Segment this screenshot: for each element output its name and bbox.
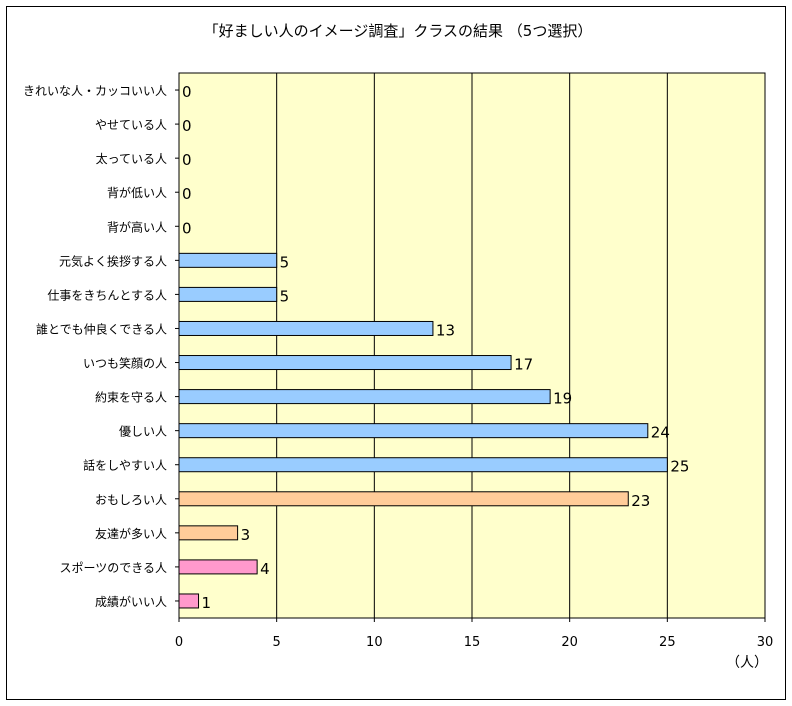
category-label: 成績がいい人	[95, 594, 167, 609]
data-label: 23	[631, 492, 650, 510]
x-tick-label: 15	[464, 635, 481, 650]
category-label: おもしろい人	[95, 493, 167, 507]
bar	[178, 423, 649, 439]
data-label: 25	[670, 458, 689, 476]
x-tick-label: 25	[659, 635, 676, 650]
category-label: スポーツのできる人	[59, 561, 167, 575]
data-label: 5	[280, 287, 290, 305]
x-tick-label: 30	[757, 635, 774, 650]
data-label: 5	[280, 253, 290, 271]
data-label: 3	[241, 526, 251, 544]
bar	[178, 320, 434, 336]
category-label: 約束を守る人	[95, 390, 167, 405]
category-label: 背が低い人	[107, 185, 167, 200]
bar	[178, 389, 551, 405]
bar	[178, 559, 258, 575]
category-label: 背が高い人	[107, 219, 167, 234]
bar	[178, 252, 278, 268]
category-label: やせている人	[95, 118, 167, 132]
bar	[178, 525, 239, 541]
category-label: 仕事をきちんとする人	[47, 288, 167, 302]
bar	[178, 593, 200, 609]
data-label: 0	[182, 151, 192, 169]
category-label: 誰とでも仲良くできる人	[36, 321, 167, 336]
category-label: 友達が多い人	[95, 526, 167, 541]
data-label: 17	[514, 356, 533, 374]
data-label: 0	[182, 185, 192, 203]
x-axis-ticks: 0 5 10 15 20 25 30	[175, 618, 773, 650]
bar	[178, 491, 629, 507]
category-labels: きれいな人・カッコいい人やせている人太っている人背が低い人背が高い人元気よく挨拶…	[23, 84, 179, 609]
bar	[178, 457, 668, 473]
x-tick-label: 0	[175, 635, 183, 650]
data-label: 1	[202, 594, 212, 612]
data-label: 24	[651, 424, 670, 442]
bar	[178, 355, 512, 371]
chart-title: 「好ましい人のイメージ調査」クラスの結果 （5つ選択）	[204, 22, 593, 40]
x-axis-unit-label: （人）	[726, 655, 768, 671]
x-tick-label: 10	[366, 635, 383, 650]
bar	[178, 286, 278, 302]
category-label: いつも笑顔の人	[83, 356, 167, 371]
gridlines	[276, 73, 668, 618]
data-label: 0	[182, 83, 192, 101]
data-label: 19	[553, 390, 572, 408]
x-tick-label: 5	[273, 635, 281, 650]
category-label: きれいな人・カッコいい人	[23, 84, 167, 98]
data-label: 0	[182, 117, 192, 135]
data-label: 4	[260, 560, 270, 578]
data-label: 0	[182, 219, 192, 237]
data-label: 13	[436, 321, 455, 339]
category-label: 元気よく挨拶する人	[59, 253, 167, 268]
x-tick-label: 20	[561, 635, 578, 650]
category-label: 優しい人	[119, 425, 167, 439]
category-label: 話をしやすい人	[83, 458, 167, 473]
category-label: 太っている人	[96, 151, 167, 166]
